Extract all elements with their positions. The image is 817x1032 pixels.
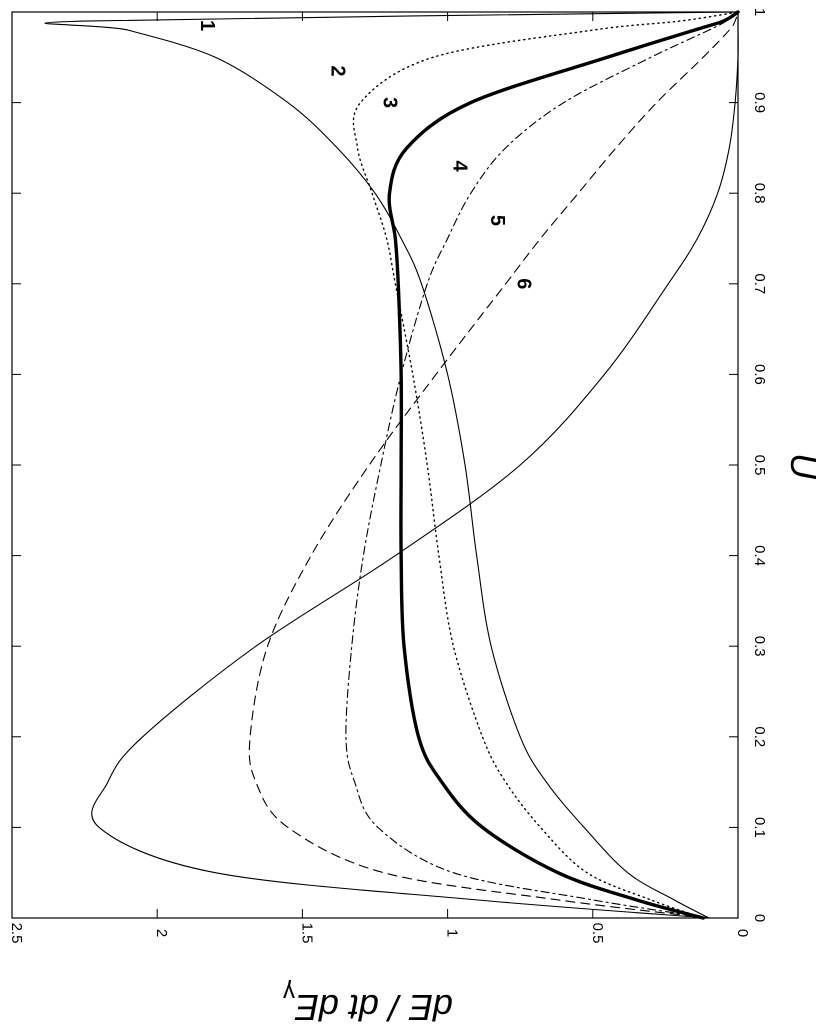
y-tick-label: 0.5 [589,923,606,944]
y-tick-label: 1 [444,929,461,937]
series-line-1 [44,11,739,919]
x-tick-label: 0.5 [751,455,768,476]
chart-series [44,10,740,920]
x-tick-label: 0.4 [751,545,768,566]
x-tick-label: 0.8 [751,183,768,204]
x-tick-label: 0 [751,914,768,922]
plot-frame [11,11,739,919]
curve-label-5: 5 [486,215,508,226]
curve-label-1: 1 [196,20,218,31]
x-axis-title: U [783,453,817,480]
x-tick-label: 0.2 [751,726,768,747]
y-axis-title: dE / dt dEγ [283,979,453,1028]
x-tick-label: 0.6 [751,364,768,385]
series-line-2 [352,11,739,919]
x-tick-label: 0.9 [751,92,768,113]
x-tick-label: 0.7 [751,273,768,294]
y-tick-label: 0 [734,929,751,937]
curve-label-2: 2 [326,65,348,76]
x-tick-label: 0.3 [751,636,768,657]
curve-label-6: 6 [512,278,534,289]
y-axis-title-subscript: γ [283,979,295,1006]
axis-ticks: 0 0.1 0.2 0.3 0.4 0.5 0.6 0.7 0.8 0.9 1 0 0.5 1 1.5 2 2.… [8,8,768,944]
y-tick-label: 1.5 [298,923,315,944]
y-axis-title-main: dE / dt dE [294,987,453,1028]
x-tick-label: 0.1 [751,817,768,838]
curve-label-3: 3 [379,97,401,108]
y-tick-label: 2 [153,929,170,937]
curve-labels: 1 2 3 4 5 6 [196,20,535,289]
x-tick-label: 1 [751,8,768,16]
curve-label-4: 4 [448,160,470,172]
y-tick-label: 2.5 [8,923,25,944]
series-line-6 [91,11,739,919]
series-line-5 [248,11,739,919]
series-line-3 [387,10,740,920]
